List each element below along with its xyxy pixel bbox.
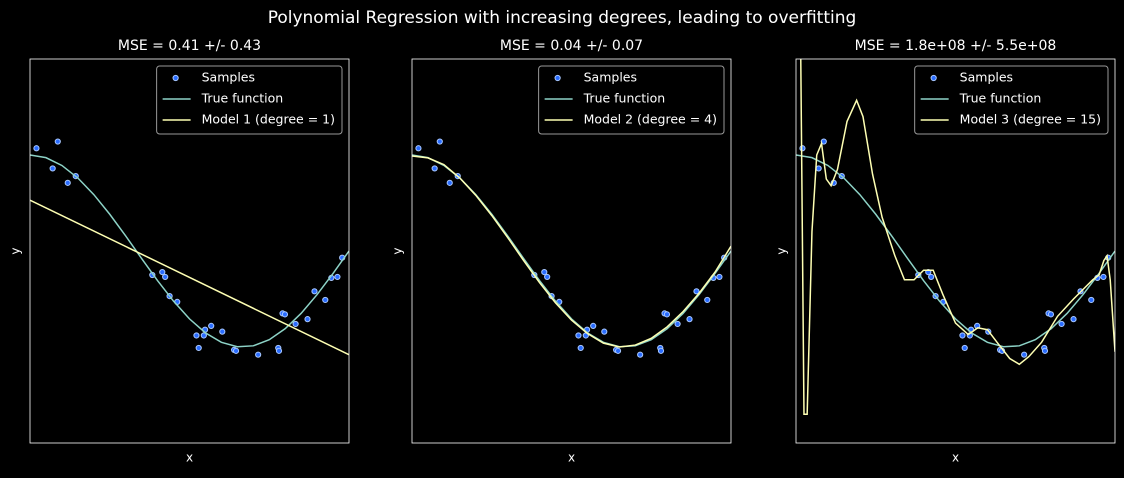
x-axis-label: x — [186, 451, 193, 465]
sample-point — [928, 273, 935, 281]
sample-point — [674, 320, 681, 328]
legend-label: True function — [583, 91, 666, 106]
subplot: MSE = 1.8e+08 +/- 5.5e+08 x y Samples True f… — [775, 38, 1116, 465]
sample-point — [601, 328, 608, 335]
axes-frame — [411, 58, 732, 444]
sample-point — [1070, 316, 1077, 323]
sample-point — [33, 145, 40, 152]
sample-point — [281, 311, 289, 318]
plot-area — [30, 138, 349, 358]
curve — [30, 154, 349, 348]
subplot: MSE = 0.04 +/- 0.07 x y Samples True functio… — [391, 38, 732, 465]
figure-title: Polynomial Regression with increasing de… — [268, 8, 857, 28]
sample-point — [693, 288, 700, 295]
y-axis-label: y — [775, 247, 789, 254]
sample-point — [1058, 320, 1065, 328]
legend-box — [538, 65, 725, 135]
sample-point — [446, 179, 453, 186]
sample-point — [577, 344, 584, 352]
sample-point — [663, 311, 671, 318]
sample-point — [232, 347, 240, 354]
legend: Samples True function Model 1 (degree = 1) — [156, 65, 343, 135]
legend: Samples True function Model 2 (degree = 4) — [538, 65, 725, 135]
sample-point — [54, 138, 61, 145]
sample-point — [200, 332, 207, 339]
sample-point — [961, 344, 968, 352]
sample-point — [1088, 296, 1095, 304]
legend-marker — [172, 74, 179, 82]
legend-label: Model 3 (degree = 15) — [960, 112, 1101, 127]
sample-point — [614, 347, 622, 354]
sample-point — [334, 273, 341, 281]
sample-point — [799, 145, 806, 152]
sample-point — [544, 273, 551, 281]
sample-point — [275, 347, 283, 354]
y-axis-label: y — [9, 247, 23, 254]
sample-point — [657, 347, 665, 354]
y-axis-label: y — [391, 247, 405, 254]
legend-box — [156, 65, 343, 135]
sample-point — [292, 320, 299, 328]
sample-point — [415, 145, 422, 152]
sample-point — [208, 322, 215, 329]
curve — [412, 155, 731, 348]
sample-point — [590, 322, 597, 329]
sample-point — [304, 316, 311, 323]
sample-point — [541, 269, 548, 276]
sample-point — [1041, 347, 1049, 354]
sample-point — [436, 138, 443, 145]
legend: Samples True function Model 3 (degree = 15… — [914, 65, 1109, 135]
sample-point — [219, 328, 226, 335]
legend-marker — [930, 74, 937, 82]
sample-point — [575, 332, 582, 339]
sample-point — [1021, 351, 1028, 358]
x-axis-label: x — [952, 451, 959, 465]
x-axis-label: x — [568, 451, 575, 465]
legend-box — [914, 65, 1109, 135]
sample-point — [686, 316, 693, 323]
sample-point — [1100, 273, 1107, 281]
plot-area — [412, 138, 731, 358]
curve — [800, 59, 1115, 415]
curve — [30, 199, 349, 356]
sample-point — [193, 332, 200, 339]
subplot-title: MSE = 1.8e+08 +/- 5.5e+08 — [855, 38, 1057, 54]
legend-label: Samples — [960, 70, 1013, 85]
sample-point — [815, 165, 822, 172]
legend-label: True function — [201, 91, 284, 106]
sample-point — [255, 351, 262, 358]
sample-point — [716, 273, 723, 281]
sample-point — [959, 332, 966, 339]
sample-point — [311, 288, 318, 295]
sample-point — [49, 165, 56, 172]
sample-point — [162, 273, 169, 281]
sample-point — [431, 165, 438, 172]
sample-point — [322, 296, 329, 304]
legend-label: True function — [959, 91, 1042, 106]
sample-point — [1047, 311, 1055, 318]
sample-point — [637, 351, 644, 358]
subplot: MSE = 0.41 +/- 0.43 x y Samples True functio… — [9, 38, 350, 465]
sample-point — [820, 138, 827, 145]
sample-point — [704, 296, 711, 304]
sample-point — [64, 179, 71, 186]
sample-point — [159, 269, 166, 276]
legend-marker — [554, 74, 561, 82]
axes-frame — [795, 58, 1116, 444]
plot-area — [796, 59, 1115, 415]
subplot-title: MSE = 0.04 +/- 0.07 — [500, 38, 643, 54]
legend-label: Samples — [584, 70, 637, 85]
curve — [412, 154, 731, 348]
sample-point — [195, 344, 202, 352]
curve — [796, 154, 1115, 348]
subplot-title: MSE = 0.41 +/- 0.43 — [118, 38, 261, 54]
axes-frame — [29, 58, 350, 444]
legend-label: Model 1 (degree = 1) — [202, 112, 335, 127]
legend-label: Samples — [202, 70, 255, 85]
legend-label: Model 2 (degree = 4) — [584, 112, 717, 127]
